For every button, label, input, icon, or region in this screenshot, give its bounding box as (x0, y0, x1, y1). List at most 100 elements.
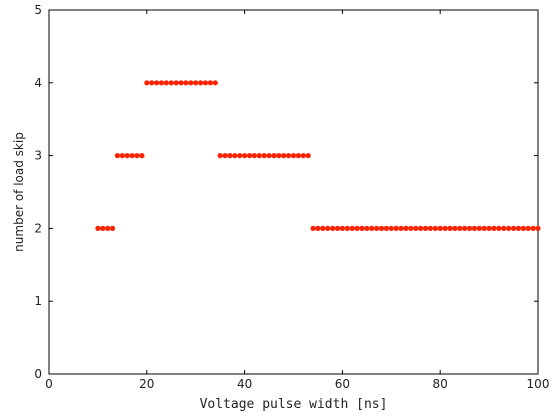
data-point (334, 225, 341, 231)
data-point (422, 225, 429, 231)
data-point (202, 80, 209, 86)
y-tick-label: 3 (34, 149, 42, 163)
data-point (369, 225, 375, 231)
x-axis-label: Voltage pulse width [ns] (200, 397, 388, 412)
data-point (486, 225, 492, 231)
data-point (197, 80, 204, 86)
data-point (530, 225, 536, 231)
data-point (427, 225, 434, 231)
data-point (398, 225, 404, 231)
y-tick-label: 2 (34, 221, 42, 235)
data-point (173, 80, 179, 86)
data-point (408, 225, 414, 231)
data-point (393, 225, 399, 231)
data-point (325, 225, 331, 231)
data-point (163, 80, 169, 86)
data-point (129, 153, 135, 159)
data-point (305, 153, 311, 159)
data-point (501, 225, 507, 231)
data-point (510, 225, 517, 231)
data-point (364, 225, 370, 231)
data-point (124, 153, 130, 159)
data-point (359, 225, 365, 231)
x-tick-label: 60 (335, 377, 350, 391)
data-point (168, 80, 174, 86)
data-point (535, 225, 541, 231)
data-point (271, 153, 277, 159)
data-point (315, 225, 321, 231)
data-point (481, 225, 487, 231)
data-point (183, 80, 189, 86)
data-point (261, 153, 267, 159)
data-point (442, 225, 448, 231)
data-point (134, 153, 140, 159)
data-point (515, 225, 522, 231)
data-point (330, 225, 336, 231)
data-point (109, 225, 116, 231)
data-point (227, 153, 233, 159)
data-point (491, 225, 497, 231)
y-axis-label: number of load skip (12, 132, 26, 252)
data-point (290, 153, 297, 159)
data-point (242, 153, 248, 159)
data-point (281, 153, 287, 159)
data-point (153, 80, 160, 86)
data-point (432, 225, 438, 231)
data-point (471, 225, 478, 231)
data-point (105, 225, 111, 231)
x-tick-label: 80 (433, 377, 448, 391)
data-point (193, 80, 199, 86)
data-point (251, 153, 257, 159)
data-point (374, 225, 380, 231)
data-point (383, 225, 390, 231)
data-point (388, 225, 394, 231)
data-point (144, 80, 150, 86)
axis-ticks: 0 20 40 60 80 100 0 1 2 3 4 5 (34, 3, 549, 391)
data-points (95, 80, 541, 231)
data-point (300, 153, 306, 159)
data-point (349, 225, 355, 231)
data-point (403, 225, 409, 231)
data-point (222, 153, 228, 159)
data-point (310, 225, 316, 231)
data-point (276, 153, 282, 159)
data-point (437, 225, 443, 231)
data-point (447, 225, 453, 231)
data-point (286, 153, 292, 159)
data-point (466, 225, 473, 231)
x-tick-label: 20 (139, 377, 154, 391)
data-point (119, 153, 125, 159)
y-tick-label: 4 (34, 76, 42, 90)
data-point (114, 153, 121, 159)
data-point (100, 225, 106, 231)
data-point (496, 225, 502, 231)
data-point (339, 225, 345, 231)
x-tick-label: 40 (237, 377, 252, 391)
data-point (462, 225, 468, 231)
data-point (413, 225, 419, 231)
data-point (452, 225, 458, 231)
data-point (457, 225, 463, 231)
x-tick-label: 0 (45, 377, 53, 391)
data-point (217, 153, 223, 159)
data-point (95, 225, 101, 231)
data-point (418, 225, 424, 231)
y-tick-label: 1 (34, 294, 42, 308)
data-point (149, 80, 155, 86)
plot-area (48, 9, 539, 375)
data-point (320, 225, 326, 231)
data-point (378, 225, 385, 231)
data-point (256, 153, 262, 159)
data-point (212, 80, 218, 86)
data-point (139, 153, 145, 159)
data-point (207, 80, 213, 86)
data-point (506, 225, 512, 231)
x-tick-label: 100 (527, 377, 550, 391)
y-tick-label: 5 (34, 3, 42, 17)
data-point (295, 153, 301, 159)
data-point (246, 153, 253, 159)
data-point (237, 153, 243, 159)
data-point (188, 80, 194, 86)
data-point (266, 153, 272, 159)
